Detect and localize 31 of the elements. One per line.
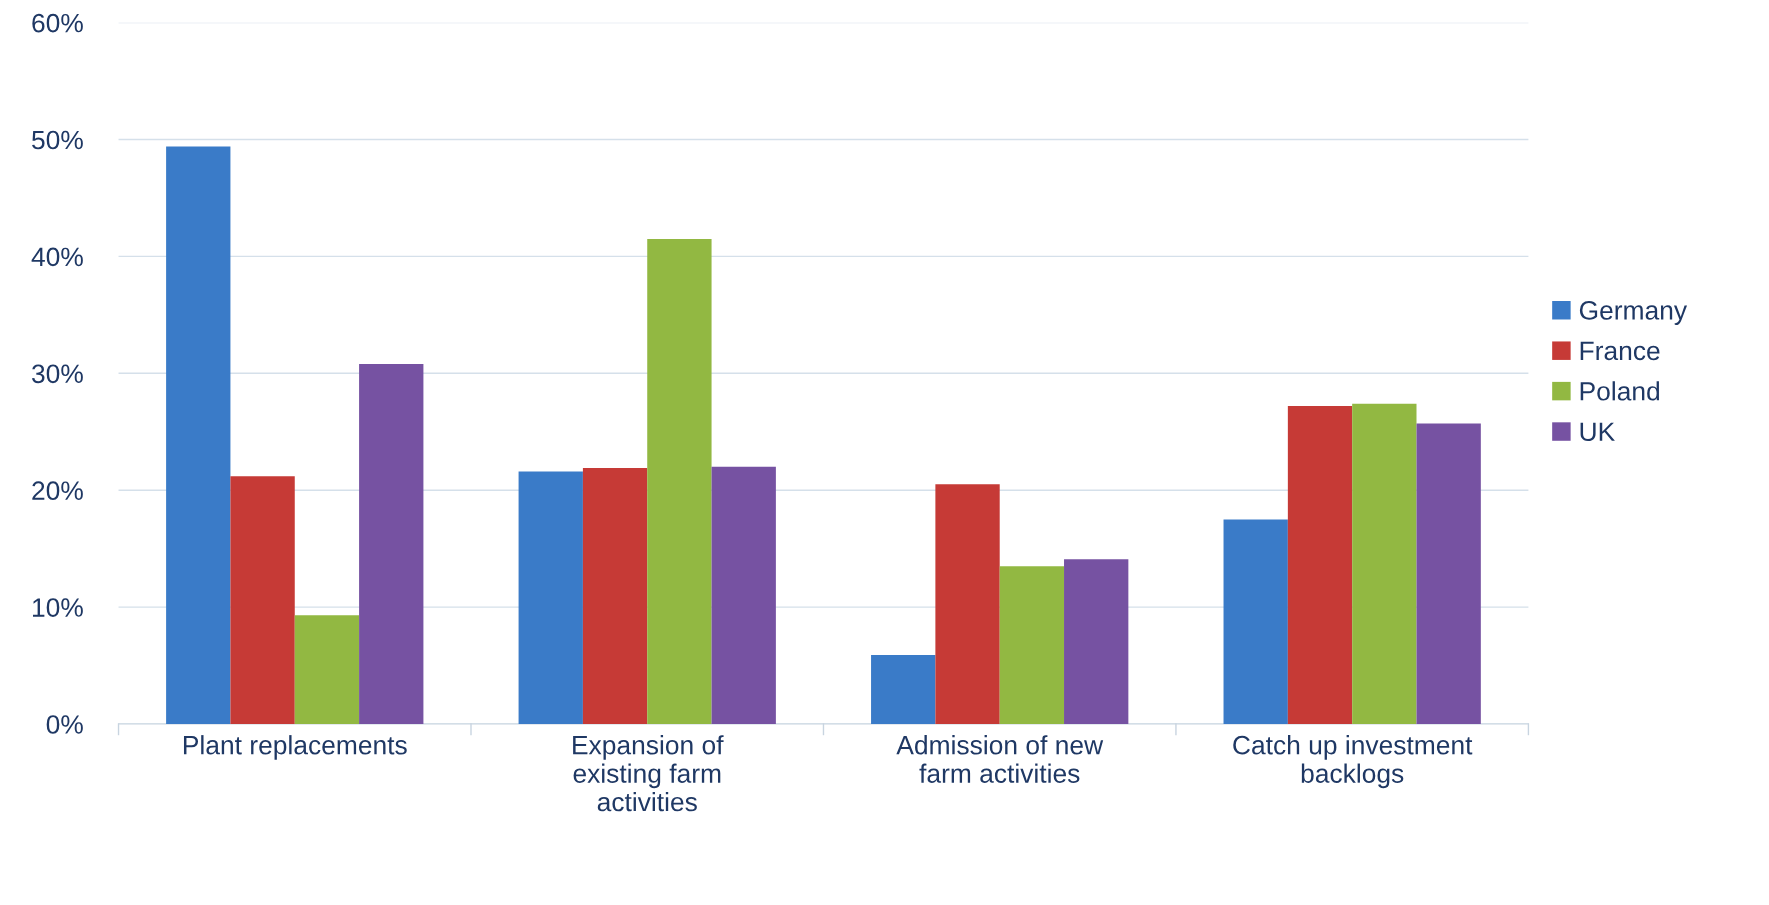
legend-label: Poland: [1580, 381, 1660, 401]
bar: [518, 471, 583, 724]
y-tick-label: 0%: [46, 715, 83, 734]
legend-label: France: [1580, 341, 1660, 361]
legend-label: UK: [1580, 422, 1615, 442]
bar: [999, 566, 1065, 724]
x-tick-label: Expansion of existing farm activities: [573, 735, 724, 812]
y-tick-label: 40%: [31, 247, 83, 267]
bar: [1064, 559, 1129, 724]
bar: [294, 615, 360, 724]
y-tick-label: 50%: [32, 130, 83, 150]
bar: [582, 468, 648, 724]
bar: [711, 466, 776, 724]
y-tick-label: 60%: [32, 13, 83, 33]
bar: [1352, 403, 1417, 724]
bar: [1287, 406, 1353, 724]
y-tick-label: 10%: [33, 598, 83, 617]
x-tick-label: Admission of new farm activities: [896, 735, 1104, 783]
bar: [1223, 519, 1288, 724]
bar: [935, 484, 1000, 724]
bar: [166, 146, 231, 724]
x-tick-label: Catch up investment backlogs: [1233, 735, 1473, 789]
bar: [647, 238, 712, 724]
x-tick-label: Plant replacements: [183, 735, 407, 760]
bar: [871, 655, 936, 724]
bar: [230, 476, 295, 724]
bar: [1416, 423, 1481, 724]
bar: [359, 363, 424, 724]
y-tick-label: 30%: [31, 364, 83, 384]
legend-label: Germany: [1579, 301, 1688, 325]
y-tick-label: 20%: [32, 481, 83, 501]
